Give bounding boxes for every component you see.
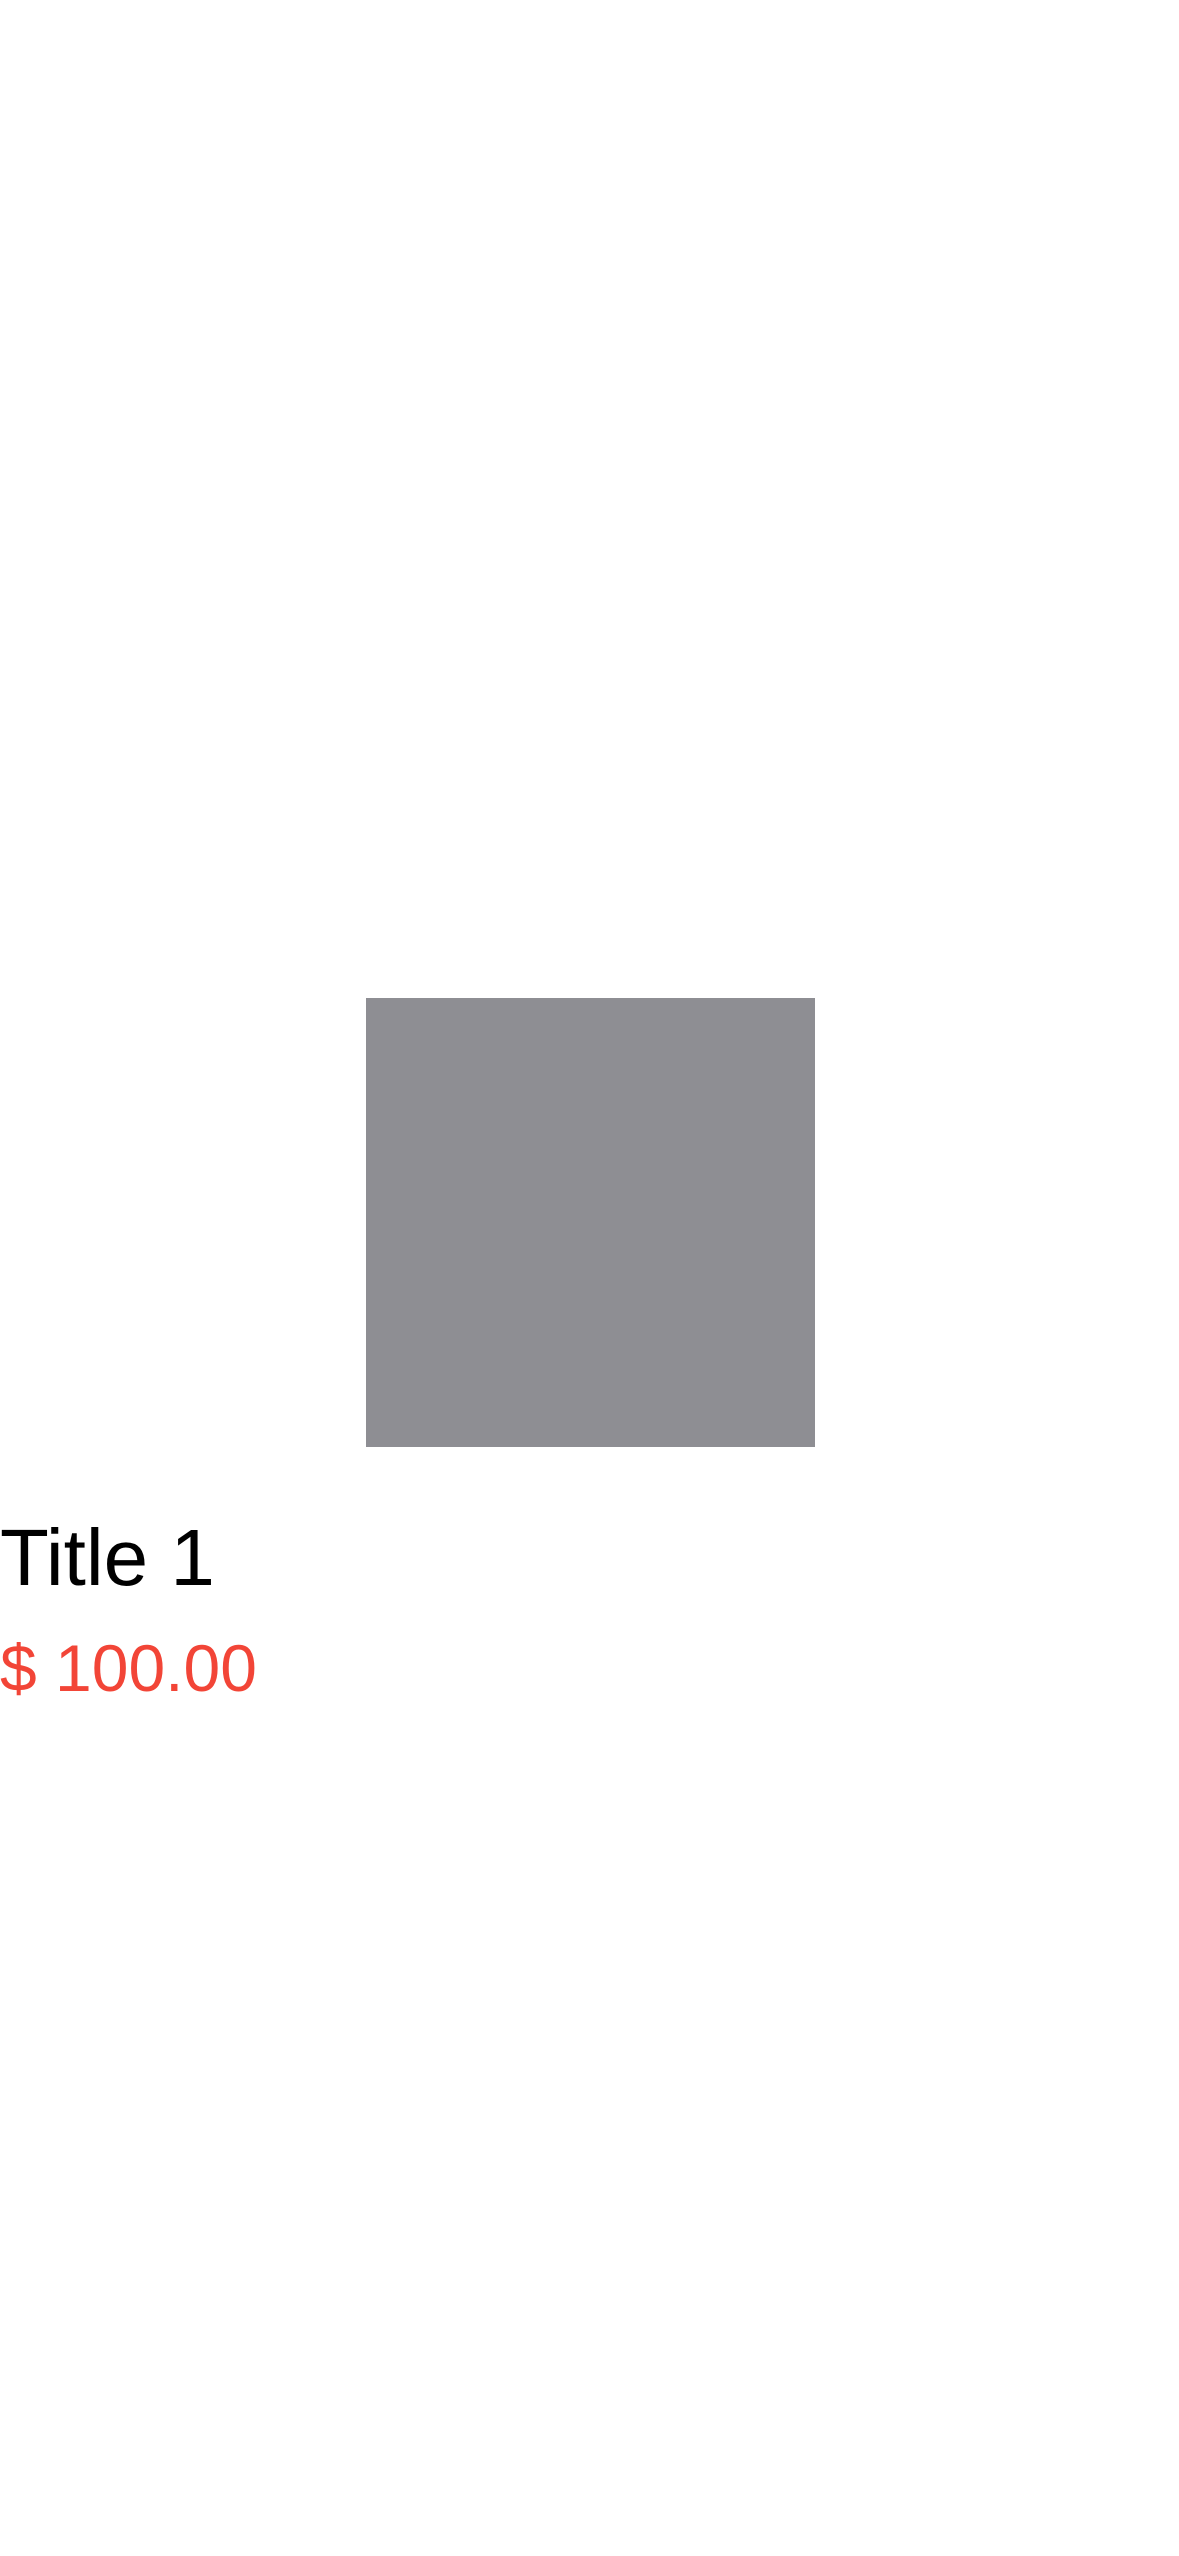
- product-price: $ 100.00: [0, 1631, 257, 1705]
- product-title: Title 1: [0, 1513, 215, 1602]
- product-image-placeholder: [366, 998, 815, 1447]
